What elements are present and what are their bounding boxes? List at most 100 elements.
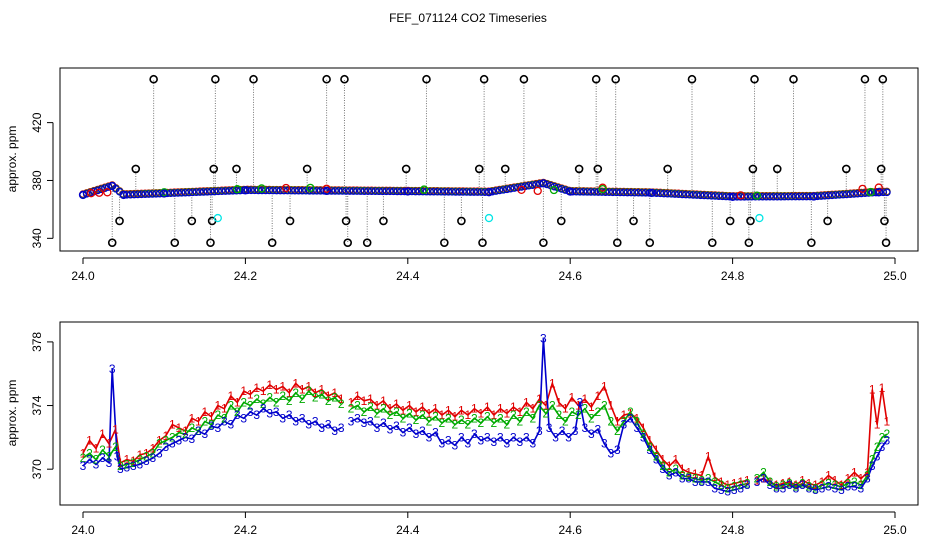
top-baseline-point — [503, 185, 511, 194]
top-data-point — [86, 189, 96, 198]
top-data-point — [257, 184, 266, 193]
bottom-point-label: 3 — [806, 481, 813, 495]
bottom-point-label: 1 — [312, 386, 319, 400]
bottom-point-label: 2 — [149, 446, 156, 460]
top-baseline-point — [744, 192, 752, 201]
top-baseline-point — [419, 187, 427, 196]
bottom-point-label: 3 — [672, 465, 679, 479]
top-data-point — [478, 238, 487, 247]
top-baseline-point — [510, 184, 518, 192]
bottom-point-label: 1 — [620, 408, 627, 422]
bottom-point-label: 2 — [845, 477, 852, 491]
bottom-point-label: 3 — [799, 478, 806, 492]
top-baseline-point — [627, 188, 635, 197]
bottom-point-label: 3 — [640, 430, 647, 444]
bottom-point-label: 1 — [767, 475, 774, 489]
top-data-point — [306, 183, 315, 192]
top-data-point — [539, 179, 548, 188]
bottom-point-label: 3 — [530, 437, 537, 451]
bottom-point-label: 3 — [698, 475, 705, 489]
top-baseline-point — [784, 192, 793, 201]
top-data-point — [823, 216, 832, 226]
top-baseline-point — [788, 192, 796, 201]
top-baseline-point — [455, 188, 464, 196]
bottom-point-label: 3 — [540, 332, 547, 346]
bottom-point-label: 2 — [523, 405, 530, 419]
bottom-point-label: 1 — [549, 376, 556, 390]
top-data-point — [343, 238, 353, 247]
bottom-point-label: 1 — [851, 465, 858, 479]
top-baseline-point — [356, 187, 365, 195]
top-baseline-point — [170, 189, 179, 197]
top-data-point — [160, 189, 169, 198]
top-baseline-point — [448, 188, 456, 196]
top-baseline-point — [82, 190, 91, 198]
top-baseline-point — [327, 187, 336, 195]
bottom-point-label: 1 — [325, 389, 332, 403]
top-baseline-point — [638, 188, 646, 197]
bottom-point-label: 1 — [685, 465, 692, 479]
bottom-point-label: 1 — [705, 449, 712, 463]
top-data-point — [422, 74, 431, 84]
top-baseline-point — [342, 187, 350, 195]
bottom-point-label: 3 — [517, 435, 524, 449]
top-data-point — [285, 216, 295, 226]
bottom-point-label: 1 — [659, 453, 666, 467]
bottom-point-label: 2 — [685, 470, 692, 484]
bottom-point-label: 3 — [653, 453, 660, 467]
bottom-point-label: 1 — [106, 437, 113, 451]
top-baseline-point — [232, 186, 241, 195]
bottom-point-label: 1 — [754, 473, 761, 487]
bottom-point-label: 3 — [86, 453, 93, 467]
bottom-point-label: 3 — [546, 421, 553, 435]
top-baseline-point — [550, 182, 559, 191]
bottom-point-label: 3 — [312, 414, 319, 428]
bottom-y-tick-label: 378 — [30, 332, 44, 352]
top-baseline-point — [415, 187, 423, 196]
top-baseline-point — [524, 181, 533, 190]
bottom-point-label: 1 — [413, 405, 420, 419]
top-data-point — [574, 164, 584, 174]
bottom-point-label: 2 — [698, 473, 705, 487]
bottom-point-label: 1 — [247, 387, 254, 401]
bottom-point-label: 1 — [581, 392, 588, 406]
bottom-point-label: 1 — [724, 478, 731, 492]
bottom-point-label: 3 — [851, 480, 858, 494]
bottom-point-label: 2 — [679, 469, 686, 483]
bottom-point-label: 3 — [879, 440, 886, 454]
bottom-point-label: 2 — [195, 424, 202, 438]
top-baseline-point — [850, 190, 858, 198]
top-baseline-point — [773, 192, 782, 201]
bottom-point-label: 2 — [432, 410, 439, 424]
bottom-point-label: 2 — [711, 475, 718, 489]
bottom-point-label: 3 — [478, 434, 485, 448]
bottom-point-label: 1 — [99, 427, 106, 441]
bottom-point-label: 2 — [568, 405, 575, 419]
top-baseline-point — [477, 188, 486, 196]
bottom-point-label: 3 — [299, 411, 306, 425]
top-data-point — [108, 181, 117, 191]
bottom-point-label: 3 — [594, 422, 601, 436]
top-baseline-point — [181, 188, 190, 197]
top-baseline-point — [609, 188, 617, 197]
top-baseline-point — [879, 188, 888, 197]
bottom-series-line — [756, 433, 888, 490]
bottom-point-label: 2 — [286, 394, 293, 408]
bottom-point-label: 2 — [361, 405, 368, 419]
bottom-point-label: 3 — [221, 414, 228, 428]
bottom-point-label: 3 — [858, 481, 865, 495]
top-data-point — [241, 186, 250, 195]
bottom-point-label: 3 — [114, 449, 121, 463]
bottom-point-label: 1 — [672, 453, 679, 467]
top-baseline-point — [554, 184, 562, 192]
bottom-point-label: 3 — [458, 430, 465, 444]
bottom-point-label: 3 — [497, 430, 504, 444]
top-baseline-point — [444, 188, 453, 196]
bottom-point-label: 1 — [227, 389, 234, 403]
bottom-point-label: 2 — [819, 478, 826, 492]
bottom-point-label: 3 — [419, 424, 426, 438]
bottom-series-line — [350, 404, 748, 490]
bottom-point-label: 2 — [562, 414, 569, 428]
bottom-point-label: 3 — [175, 434, 182, 448]
